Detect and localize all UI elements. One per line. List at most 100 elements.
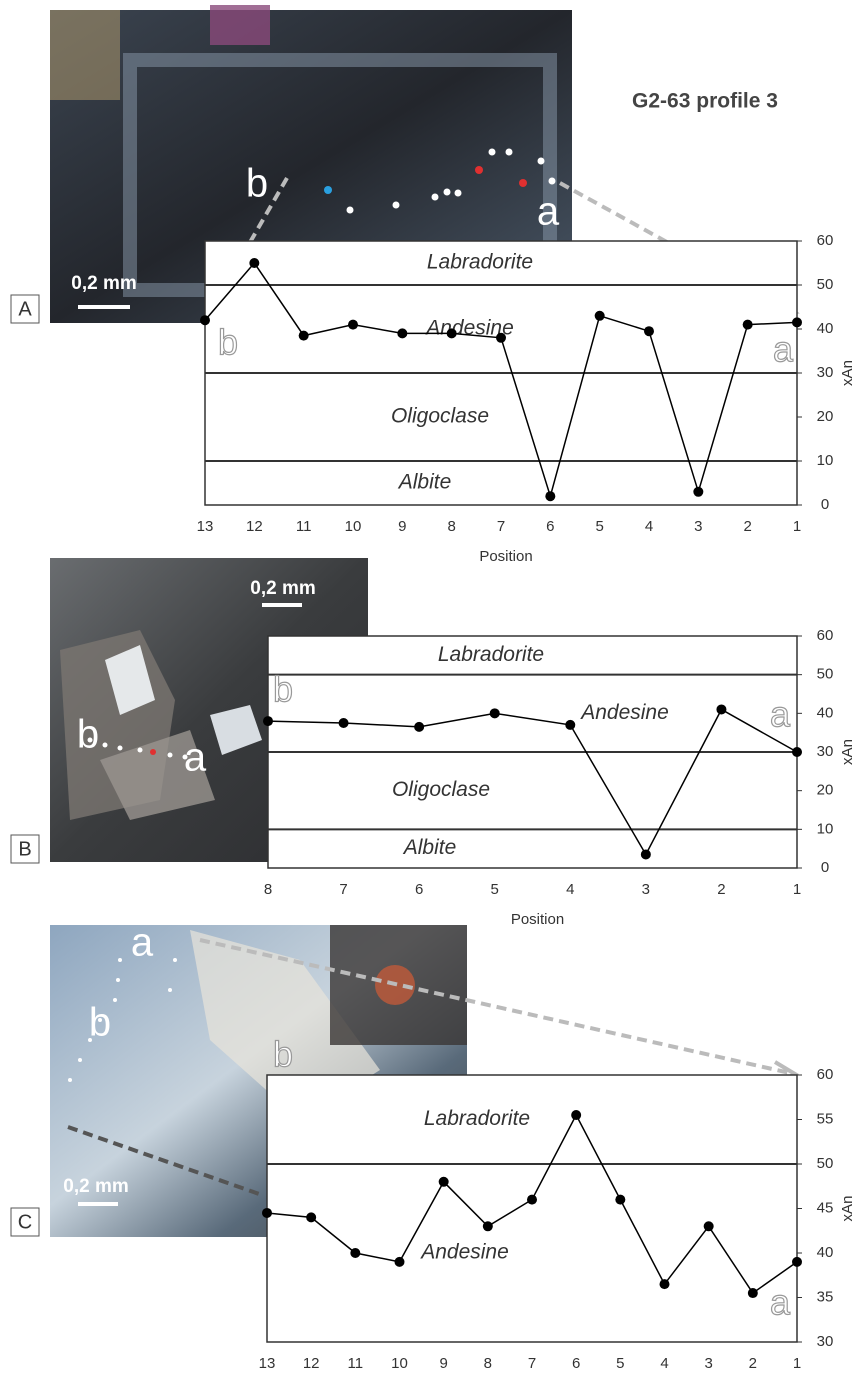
x-tick-label: 5 (616, 1355, 624, 1371)
x-tick-label: 9 (398, 518, 406, 535)
y-tick-label: 30 (817, 364, 834, 381)
zone-label: Labradorite (438, 643, 544, 666)
y-tick-label: 0 (821, 859, 829, 876)
x-tick-label: 3 (642, 881, 650, 898)
x-tick-label: 10 (391, 1355, 408, 1371)
data-point (571, 1110, 581, 1120)
y-tick-label: 60 (817, 232, 834, 249)
x-tick-label: 1 (793, 518, 801, 535)
data-point (350, 1248, 360, 1258)
zone-label: Andesine (579, 701, 669, 724)
zone-label: Albite (397, 471, 452, 494)
data-point (447, 328, 457, 338)
y-tick-label: 20 (817, 782, 834, 799)
data-point (545, 491, 555, 501)
y-axis-label: xAn (839, 739, 853, 765)
y-tick-label: 30 (817, 743, 834, 760)
plot-area (267, 1075, 797, 1342)
y-tick-label: 30 (817, 1333, 834, 1350)
data-point (262, 1208, 272, 1218)
y-tick-label: 60 (817, 627, 834, 644)
x-tick-label: 4 (660, 1355, 668, 1371)
photo-label: a (184, 736, 207, 780)
data-point (792, 1257, 802, 1267)
x-tick-label: 1 (793, 881, 801, 898)
end-label: b (273, 669, 293, 710)
data-point (249, 258, 259, 268)
y-tick-label: 50 (817, 1155, 834, 1172)
panel-label: A (18, 298, 32, 320)
data-point (439, 1177, 449, 1187)
y-tick-label: 40 (817, 320, 834, 337)
x-tick-label: 11 (348, 1355, 364, 1371)
photo-label: b (89, 1001, 111, 1045)
data-point (263, 716, 273, 726)
data-point (490, 708, 500, 718)
x-tick-label: 6 (415, 881, 423, 898)
y-tick-label: 55 (817, 1110, 834, 1127)
end-label: b (218, 322, 238, 363)
x-tick-label: 8 (447, 518, 455, 535)
photo-label: a (131, 921, 154, 965)
data-point (527, 1195, 537, 1205)
data-point (693, 487, 703, 497)
data-point (397, 328, 407, 338)
data-point (644, 326, 654, 336)
data-point (483, 1221, 493, 1231)
data-point (414, 722, 424, 732)
y-tick-label: 0 (821, 496, 829, 513)
y-tick-label: 50 (817, 276, 834, 293)
x-tick-label: 8 (484, 1355, 492, 1371)
x-tick-label: 11 (296, 518, 312, 535)
photo-label: b (246, 162, 268, 206)
y-tick-label: 50 (817, 666, 834, 683)
photo-label: a (537, 190, 560, 234)
scale-bar-label: 0,2 mm (71, 273, 136, 294)
zone-label: Labradorite (424, 1107, 530, 1130)
x-tick-label: 4 (566, 881, 574, 898)
data-point (395, 1257, 405, 1267)
end-label: b (273, 1034, 293, 1075)
x-tick-label: 13 (197, 518, 214, 535)
panel-label: C (18, 1211, 32, 1233)
y-axis-label: xAn (839, 1196, 853, 1222)
x-tick-label: 2 (717, 881, 725, 898)
x-tick-label: 6 (546, 518, 554, 535)
y-tick-label: 35 (817, 1288, 834, 1305)
data-point (792, 317, 802, 327)
end-label: a (770, 694, 791, 735)
zone-label: Oligoclase (391, 405, 489, 428)
x-tick-label: 7 (497, 518, 505, 535)
y-tick-label: 45 (817, 1199, 834, 1216)
data-point (339, 718, 349, 728)
y-tick-label: 60 (817, 1066, 834, 1083)
data-point (615, 1195, 625, 1205)
y-tick-label: 40 (817, 1244, 834, 1261)
data-point (641, 849, 651, 859)
data-point (748, 1288, 758, 1298)
data-point (348, 320, 358, 330)
x-tick-label: 12 (303, 1355, 320, 1371)
data-point (595, 311, 605, 321)
x-tick-label: 10 (345, 518, 362, 535)
x-tick-label: 4 (645, 518, 653, 535)
figure: G2-63 profile 3 LabradoriteAndesineOligo… (0, 0, 853, 1371)
x-tick-label: 13 (259, 1355, 276, 1371)
y-tick-label: 20 (817, 408, 834, 425)
data-point (660, 1279, 670, 1289)
x-tick-label: 2 (743, 518, 751, 535)
x-tick-label: 3 (704, 1355, 712, 1371)
data-point (200, 315, 210, 325)
x-tick-label: 12 (246, 518, 263, 535)
x-axis-label: Position (479, 548, 532, 565)
y-tick-label: 10 (817, 452, 834, 469)
panel-label: B (18, 838, 31, 860)
data-point (704, 1221, 714, 1231)
zone-label: Albite (402, 836, 457, 859)
x-tick-label: 7 (528, 1355, 536, 1371)
scale-bar-label: 0,2 mm (250, 578, 315, 599)
data-point (792, 747, 802, 757)
zone-label: Labradorite (427, 251, 533, 274)
y-tick-label: 40 (817, 704, 834, 721)
x-tick-label: 9 (439, 1355, 447, 1371)
